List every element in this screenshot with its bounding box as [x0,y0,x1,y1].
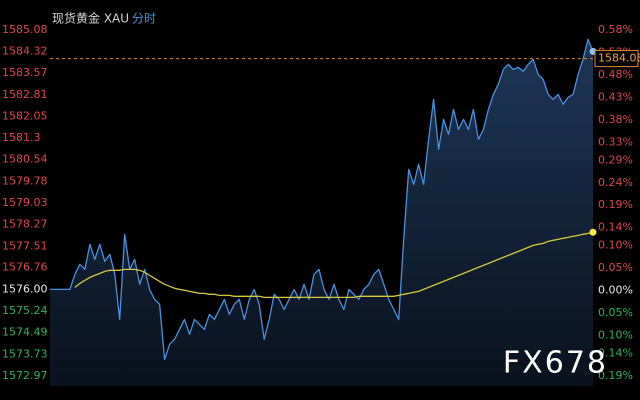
y2-tick-label: 0.05% [598,261,633,274]
y2-tick-label: 0.10% [598,329,633,342]
y-tick-label: 1579.78 [2,174,48,187]
y-tick-label: 1585.08 [2,23,48,36]
y2-tick-label: 0.14% [598,221,633,234]
y-tick-label: 1574.49 [2,326,48,339]
y-tick-label: 1581.3 [2,131,41,144]
chart-title: 现货黄金 XAU [52,11,129,26]
y-tick-label: 1579.03 [2,196,48,209]
y2-tick-label: 0.43% [598,90,633,103]
y2-tick-label: 0.48% [598,68,633,81]
y-tick-label: 1573.73 [2,347,48,360]
y-tick-label: 1577.51 [2,239,48,252]
y2-tick-label: 0.14% [598,347,633,360]
plot: 0.58%0.53%0.48%0.43%0.38%0.33%0.29%0.24%… [2,23,640,387]
y-tick-label: 1576.00 [2,282,48,295]
y-tick-label: 1580.54 [2,153,48,166]
last-point [589,228,597,236]
average-line [74,231,594,299]
y-tick-label: 1576.76 [2,261,48,274]
y-tick-label: 1578.27 [2,218,48,231]
last-price-box [594,50,639,68]
y-tick-label: 1584.32 [2,45,48,58]
watermark: FX678 [503,346,608,381]
y-tick-label: 1572.97 [2,369,48,382]
y-tick-label: 1582.05 [2,110,48,123]
y2-tick-label: 0.05% [598,306,633,319]
y2-tick-label: 0.19% [598,369,633,382]
y-tick-label: 1582.81 [2,88,48,101]
y2-tick-label: 0.58% [598,23,633,36]
y2-tick-label: 0.38% [598,113,633,126]
y2-tick-label: 0.00% [598,284,633,297]
y2-tick-label: 0.33% [598,135,633,148]
chart-subtitle: 分时 [132,12,156,26]
y-tick-label: 1583.57 [2,66,48,79]
y-tick-label: 1575.24 [2,304,48,317]
y2-tick-label: 0.10% [598,239,633,252]
y2-tick-label: 0.19% [598,198,633,211]
last-price-label: 1584.08 [598,52,640,65]
y2-tick-label: 0.29% [598,153,633,166]
y2-tick-label: 0.24% [598,176,633,189]
price-line [50,38,594,361]
